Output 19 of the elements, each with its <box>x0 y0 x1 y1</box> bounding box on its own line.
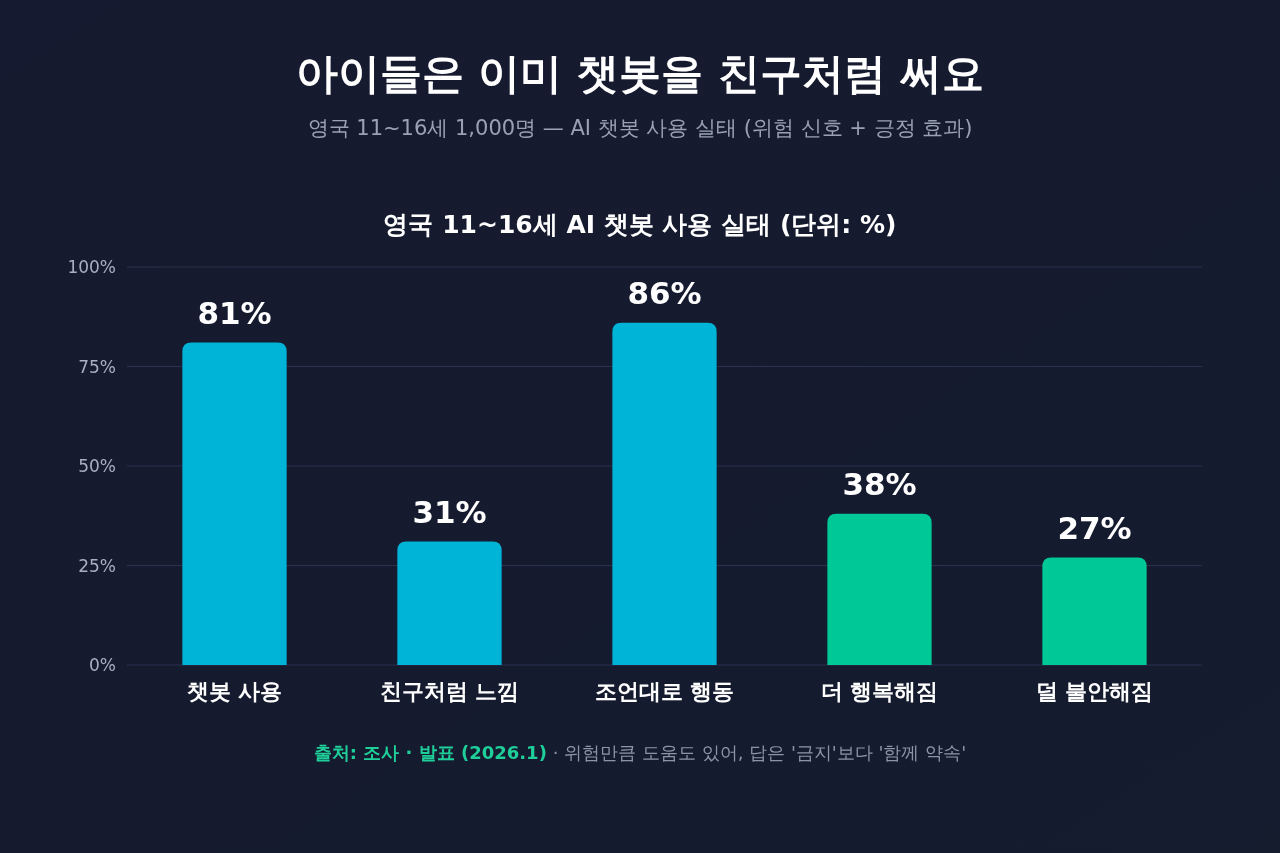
y-tick-label: 25% <box>78 555 116 576</box>
y-tick-label: 50% <box>78 456 116 476</box>
data-label: 27% <box>1057 509 1132 546</box>
x-tick-label: 챗봇 사용 <box>186 679 283 704</box>
subtitle: 영국 11~16세 1,000명 — AI 챗봇 사용 실태 (위험 신호 + 긍정 효과) <box>307 116 973 140</box>
y-tick-label: 0% <box>89 655 116 675</box>
data-label: 31% <box>412 493 487 530</box>
data-label: 81% <box>197 294 272 331</box>
chart-title: 영국 11~16세 AI 챗봇 사용 실태 (단위: %) <box>383 210 897 239</box>
x-tick-label: 친구처럼 느낌 <box>379 679 520 704</box>
x-tick-label: 덜 불안해짐 <box>1035 679 1154 704</box>
data-label: 38% <box>842 465 917 502</box>
title: 아이들은 이미 챗봇을 친구처럼 써요 <box>295 49 985 98</box>
y-tick-label: 100% <box>67 257 116 277</box>
y-tick-label: 75% <box>78 356 116 377</box>
source: 출처: 조사 · 발표 (2026.1) · 위험만큼 도움도 있어, 답은 '금지'보다 '함께 약속' <box>313 742 967 763</box>
data-label: 86% <box>627 274 702 311</box>
x-tick-label: 조언대로 행동 <box>594 679 735 704</box>
x-tick-label: 더 행복해짐 <box>820 679 939 704</box>
